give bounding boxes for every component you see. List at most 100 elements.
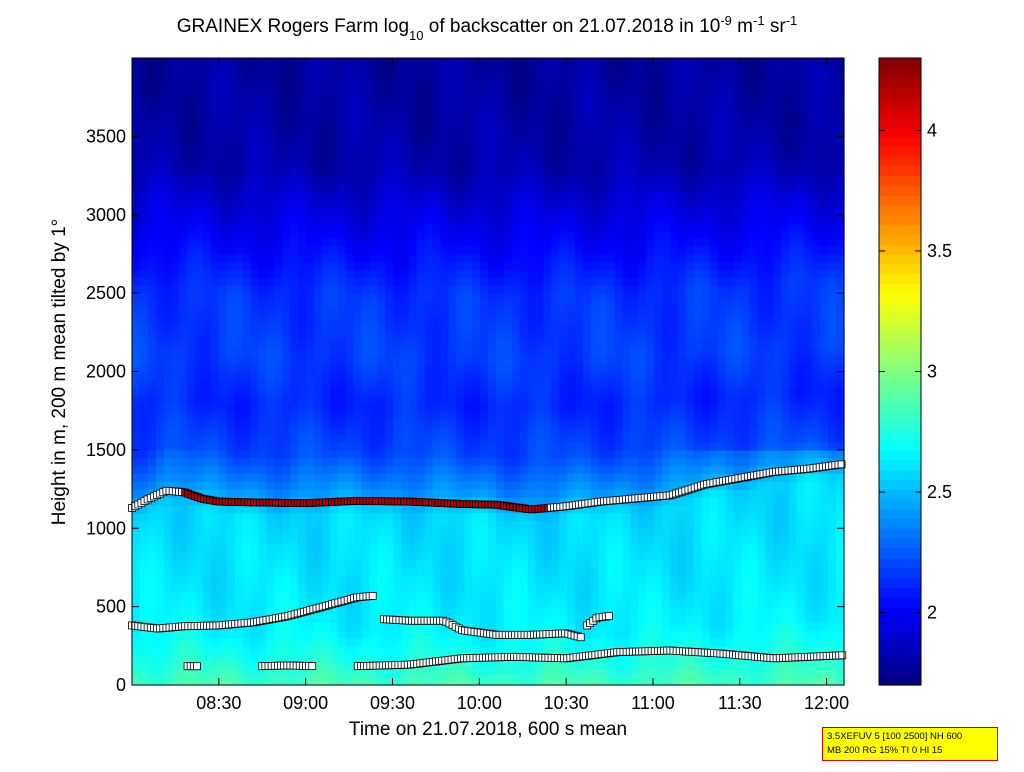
heatmap-cell <box>614 543 624 553</box>
heatmap-cell <box>535 222 544 232</box>
heatmap-cell <box>234 512 244 522</box>
heatmap-cell <box>313 622 323 631</box>
heatmap-cell <box>424 97 434 106</box>
heatmap-cell <box>488 583 497 592</box>
heatmap-cell <box>393 261 402 271</box>
heatmap-cell <box>551 285 560 294</box>
heatmap-cell <box>416 395 426 404</box>
heatmap-cell <box>266 238 275 247</box>
heatmap-cell <box>219 590 228 600</box>
heatmap-cell <box>211 567 220 576</box>
heatmap-cell <box>361 677 370 686</box>
heatmap-cell <box>353 536 363 545</box>
heatmap-cell <box>266 340 275 349</box>
heatmap-cell <box>519 528 529 537</box>
heatmap-cell <box>416 144 426 153</box>
heatmap-cell <box>393 379 402 388</box>
heatmap-cell <box>298 120 307 130</box>
heatmap-cell <box>551 105 560 114</box>
heatmap-cell <box>155 183 165 192</box>
heatmap-cell <box>543 293 552 302</box>
heatmap-cell <box>432 442 442 451</box>
heatmap-cell <box>226 89 236 98</box>
heatmap-cell <box>306 112 315 122</box>
heatmap-cell <box>614 473 624 482</box>
heatmap-cell <box>400 551 410 561</box>
heatmap-cell <box>219 316 228 326</box>
heatmap-cell <box>187 363 196 373</box>
heatmap-cell <box>582 230 592 239</box>
heatmap-cell <box>408 465 418 474</box>
heatmap-cell <box>132 449 141 459</box>
heatmap-cell <box>353 261 363 271</box>
heatmap-cell <box>282 622 291 631</box>
heatmap-cell <box>424 340 434 349</box>
heatmap-cell <box>211 191 220 200</box>
heatmap-cell <box>163 371 173 380</box>
heatmap-cell <box>369 277 378 286</box>
heatmap-cell <box>226 379 236 388</box>
heatmap-cell <box>551 395 560 404</box>
heatmap-cell <box>203 65 212 75</box>
heatmap-cell <box>480 637 489 647</box>
heatmap-cell <box>393 387 402 396</box>
heatmap-cell <box>393 630 402 639</box>
heatmap-cell <box>598 402 608 412</box>
heatmap-cell <box>495 661 505 670</box>
heatmap-cell <box>408 253 418 263</box>
heatmap-cell <box>321 89 331 98</box>
heatmap-cell <box>171 136 181 145</box>
heatmap-cell <box>527 355 537 365</box>
heatmap-cell <box>179 637 188 647</box>
heatmap-cell <box>313 246 323 255</box>
heatmap-cell <box>179 606 188 616</box>
heatmap-cell <box>456 504 465 514</box>
heatmap-cell <box>464 199 473 208</box>
heatmap-cell <box>321 300 331 310</box>
heatmap-cell <box>147 58 157 67</box>
heatmap-cell <box>258 73 268 83</box>
heatmap-cell <box>575 426 584 435</box>
heatmap-cell <box>353 520 363 529</box>
heatmap-cell <box>408 489 418 498</box>
heatmap-cell <box>416 58 426 67</box>
heatmap-cell <box>226 645 236 655</box>
heatmap-cell <box>274 504 283 514</box>
heatmap-cell <box>559 340 568 349</box>
heatmap-cell <box>250 175 260 184</box>
heatmap-cell <box>480 669 489 678</box>
heatmap-cell <box>132 583 141 592</box>
heatmap-cell <box>590 520 600 529</box>
heatmap-cell <box>535 669 544 678</box>
heatmap-cell <box>195 395 204 404</box>
heatmap-cell <box>132 183 141 192</box>
heatmap-cell <box>306 58 315 67</box>
heatmap-cell <box>147 191 157 200</box>
heatmap-cell <box>163 559 173 569</box>
heatmap-cell <box>543 637 552 647</box>
heatmap-cell <box>139 473 149 482</box>
heatmap-cell <box>503 583 513 592</box>
heatmap-cell <box>385 473 394 482</box>
heatmap-cell <box>266 175 275 184</box>
heatmap-cell <box>290 112 299 122</box>
heatmap-cell <box>456 238 465 247</box>
heatmap-cell <box>448 65 457 75</box>
heatmap-cell <box>582 410 592 420</box>
heatmap-cell <box>250 630 260 639</box>
heatmap-cell <box>219 144 228 153</box>
heatmap-cell <box>393 426 402 435</box>
heatmap-cell <box>337 630 347 639</box>
heatmap-cell <box>575 622 584 631</box>
heatmap-cell <box>393 489 402 498</box>
heatmap-cell <box>472 567 481 576</box>
heatmap-cell <box>606 543 616 553</box>
heatmap-cell <box>298 536 307 545</box>
heatmap-cell <box>559 677 568 686</box>
heatmap-cell <box>488 191 497 200</box>
heatmap-cell <box>337 293 347 302</box>
heatmap-cell <box>187 371 196 380</box>
heatmap-cell <box>440 598 450 608</box>
heatmap-cell <box>274 387 283 396</box>
heatmap-cell <box>440 332 450 341</box>
